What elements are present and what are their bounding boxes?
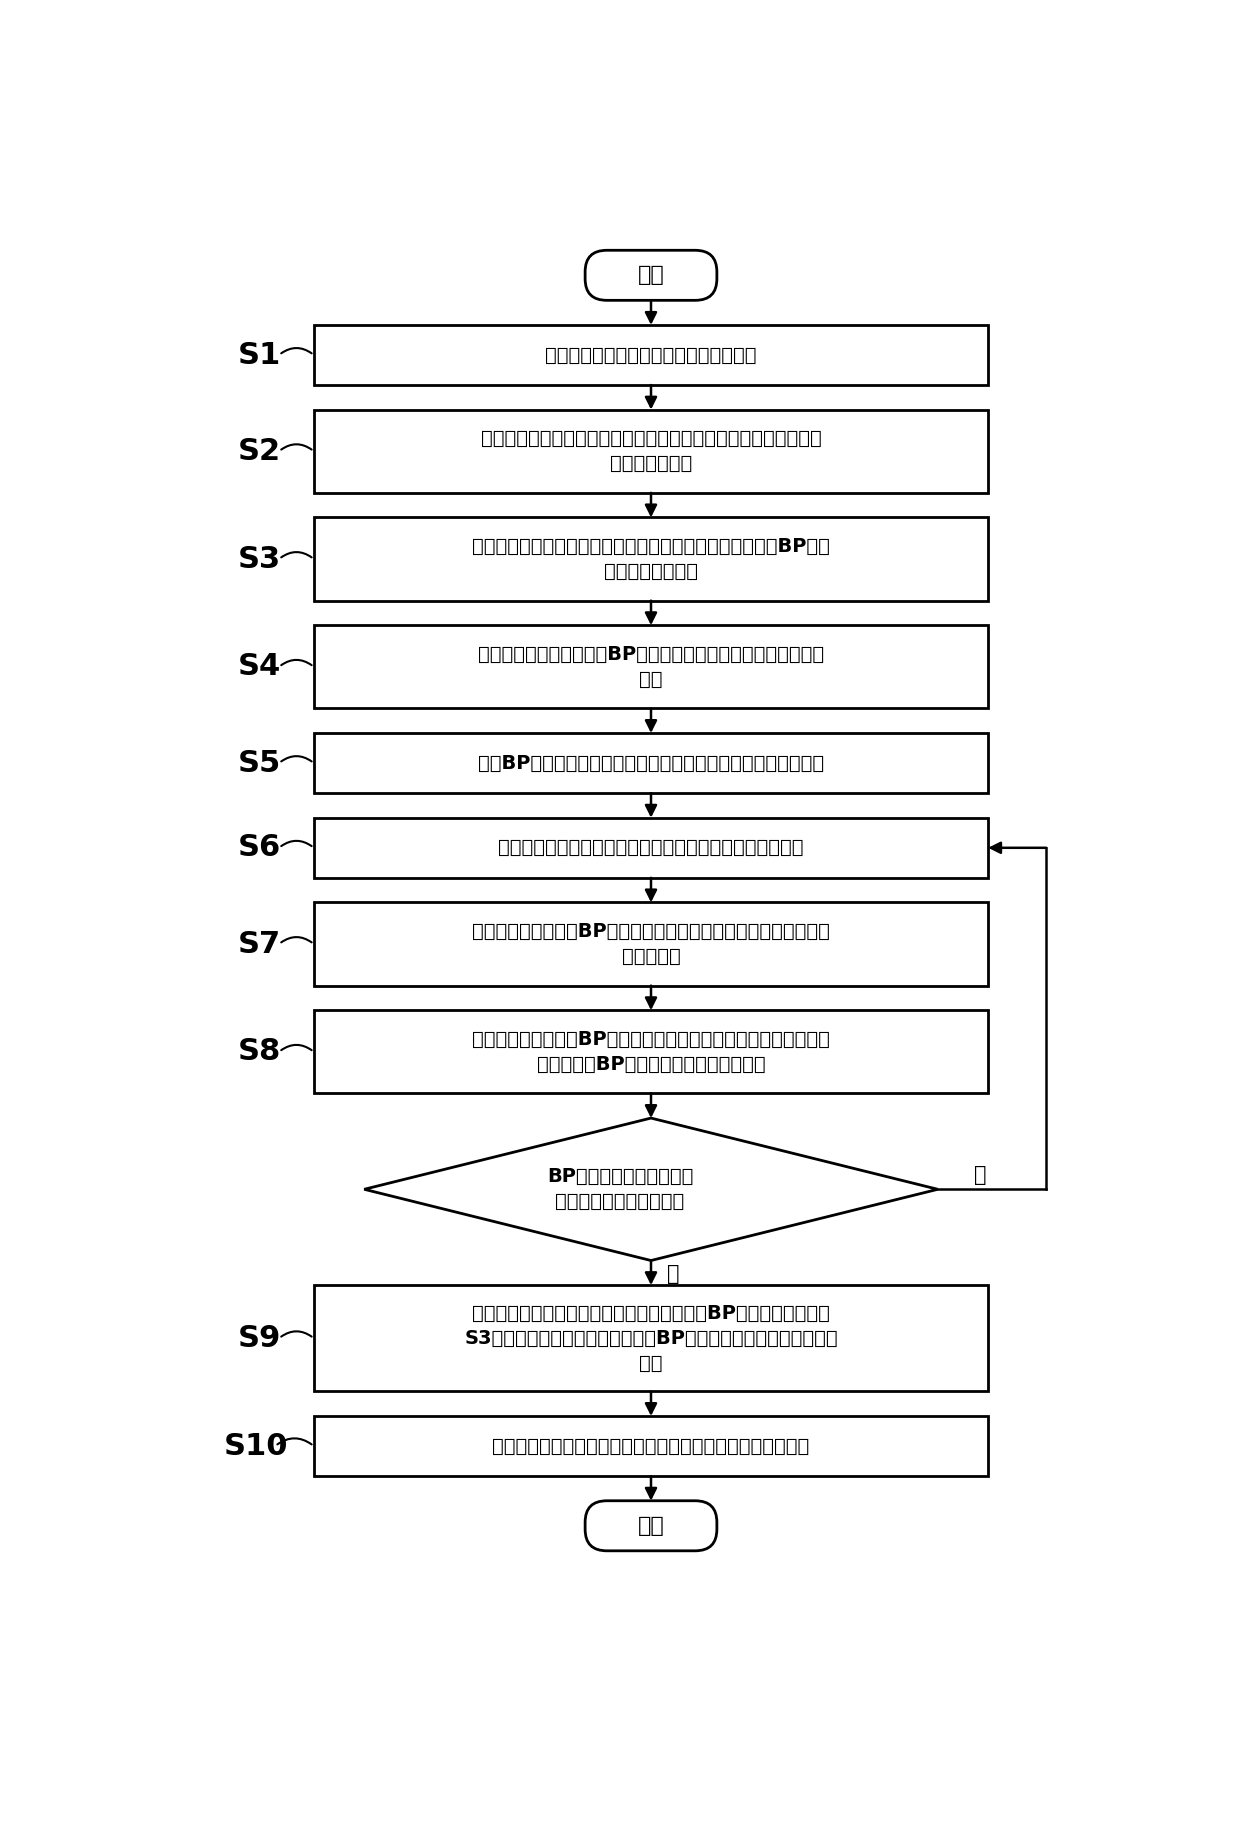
Text: 根据预处理后的样本数据，人为地进行电池常见故障分析，得到各
电池故障症状；: 根据预处理后的样本数据，人为地进行电池常见故障分析，得到各 电池故障症状； bbox=[481, 430, 821, 474]
Text: 是: 是 bbox=[667, 1264, 680, 1284]
Text: S1: S1 bbox=[238, 340, 281, 369]
Text: 根据各电池故障症状构建BP神经网络模型，并初始化模型算法参
数；: 根据各电池故障症状构建BP神经网络模型，并初始化模型算法参 数； bbox=[477, 646, 825, 690]
Text: S9: S9 bbox=[238, 1324, 281, 1353]
Bar bbox=[314, 902, 988, 986]
Bar bbox=[314, 626, 988, 708]
Text: 利用纵横交叉算法对BP神经网络的权值和阈值进行优化，得到优化
后的参数；: 利用纵横交叉算法对BP神经网络的权值和阈值进行优化，得到优化 后的参数； bbox=[472, 922, 830, 966]
Bar bbox=[314, 818, 988, 878]
Text: 将各电池故障症状作为输入量，进行模糊化处理，得到模糊BP神经
网络的训练样本；: 将各电池故障症状作为输入量，进行模糊化处理，得到模糊BP神经 网络的训练样本； bbox=[472, 538, 830, 582]
Polygon shape bbox=[365, 1118, 937, 1260]
Text: S3: S3 bbox=[238, 545, 281, 574]
Text: S8: S8 bbox=[238, 1037, 281, 1066]
Text: S4: S4 bbox=[238, 653, 281, 682]
Bar bbox=[314, 1286, 988, 1392]
FancyBboxPatch shape bbox=[585, 251, 717, 300]
Text: 开始: 开始 bbox=[637, 265, 665, 285]
Text: S2: S2 bbox=[238, 437, 281, 466]
Text: 根据当前的权值与阈值进行计算，比较确定当前最优位置；: 根据当前的权值与阈值进行计算，比较确定当前最优位置； bbox=[498, 838, 804, 858]
Text: S5: S5 bbox=[238, 748, 281, 777]
Bar bbox=[314, 733, 988, 794]
Text: BP神经网络的输出误差是
否满足预定的误差精度？: BP神经网络的输出误差是 否满足预定的误差精度？ bbox=[547, 1167, 693, 1211]
Bar bbox=[314, 410, 988, 492]
Text: 结束: 结束 bbox=[637, 1516, 665, 1536]
Text: 否: 否 bbox=[975, 1165, 987, 1185]
Text: S10: S10 bbox=[223, 1432, 288, 1461]
Text: 停止迭代，得到经纵横交叉算法优化后的模糊BP神经网络，将步骤
S3中得到的训练样本导入优化后的BP神经网络中，输出网络预测结
果；: 停止迭代，得到经纵横交叉算法优化后的模糊BP神经网络，将步骤 S3中得到的训练样… bbox=[464, 1304, 838, 1374]
Bar bbox=[314, 326, 988, 386]
FancyBboxPatch shape bbox=[585, 1502, 717, 1551]
Text: S6: S6 bbox=[238, 834, 281, 861]
Text: 计算BP神经网络的输出值以及各层之间的连接权值与各项阈值；: 计算BP神经网络的输出值以及各层之间的连接权值与各项阈值； bbox=[477, 754, 825, 772]
Text: S7: S7 bbox=[238, 929, 281, 958]
Bar bbox=[314, 1010, 988, 1094]
Bar bbox=[314, 1416, 988, 1476]
Text: 通过网络预测结合进行反模糊化，得到电池故障的诊断结果；: 通过网络预测结合进行反模糊化，得到电池故障的诊断结果； bbox=[492, 1436, 810, 1456]
Text: 获取样本数据，对样本数据进行预处理；: 获取样本数据，对样本数据进行预处理； bbox=[546, 346, 756, 364]
Bar bbox=[314, 518, 988, 600]
Text: 将优化后的参数作为BP神经网络的初始权值和阈值，并将初始权值
和阈值代入BP神经网络算法中进行训练；: 将优化后的参数作为BP神经网络的初始权值和阈值，并将初始权值 和阈值代入BP神经… bbox=[472, 1030, 830, 1074]
